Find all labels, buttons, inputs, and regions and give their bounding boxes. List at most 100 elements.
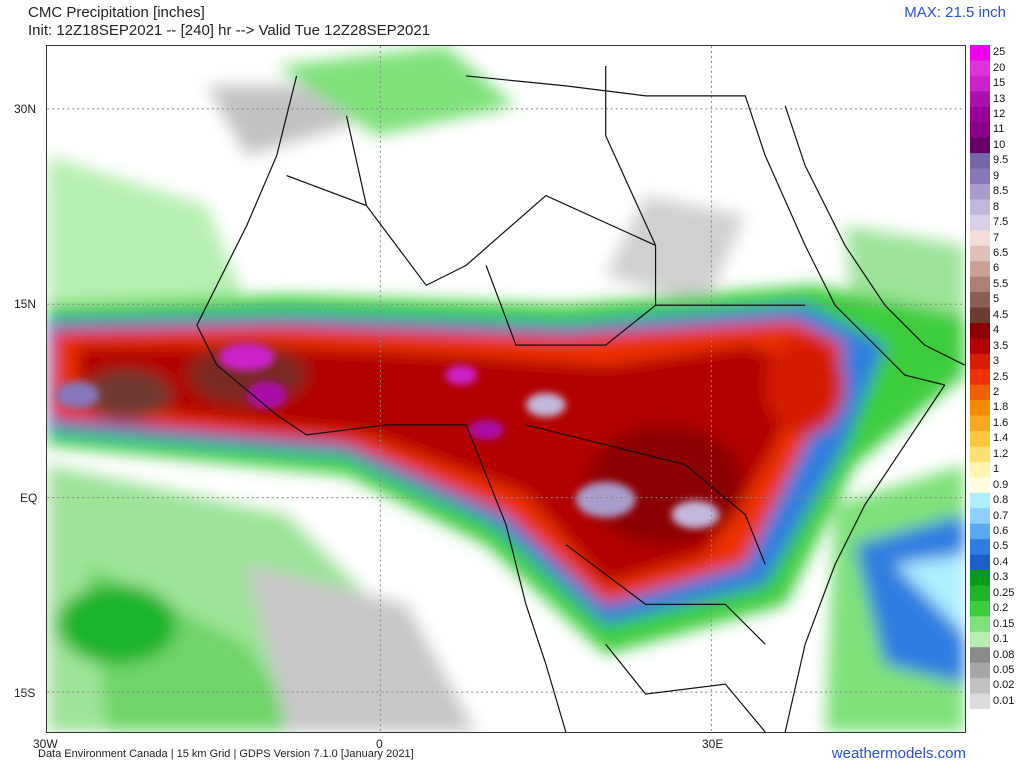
legend-level-label: 0.5 bbox=[993, 540, 1009, 553]
data-credit: Data Environment Canada | 15 km Grid | G… bbox=[38, 748, 414, 760]
precip-legend bbox=[970, 45, 990, 709]
legend-level-label: 10 bbox=[993, 138, 1006, 151]
legend-swatch bbox=[970, 600, 990, 617]
legend-level-label: 0.9 bbox=[993, 478, 1009, 491]
legend-level-label: 25 bbox=[993, 46, 1006, 59]
legend-level-label: 0.02 bbox=[993, 679, 1015, 692]
legend-swatch bbox=[970, 75, 990, 92]
legend-level-label: 0.1 bbox=[993, 633, 1009, 645]
legend-level-label: 0.6 bbox=[993, 524, 1009, 537]
legend-level-label: 7 bbox=[993, 231, 1000, 244]
legend-swatch bbox=[970, 168, 990, 185]
legend-level-label: 8.5 bbox=[993, 185, 1009, 198]
legend-level-label: 2.5 bbox=[993, 370, 1009, 383]
legend-swatch bbox=[970, 199, 990, 216]
legend-swatch bbox=[970, 137, 990, 154]
legend-swatch bbox=[970, 230, 990, 247]
legend-level-label: 1.4 bbox=[993, 432, 1009, 445]
legend-swatch bbox=[970, 91, 990, 108]
legend-swatch bbox=[970, 461, 990, 478]
legend-level-label: 1.2 bbox=[993, 447, 1009, 460]
legend-swatch bbox=[970, 400, 990, 417]
legend-level-label: 9.5 bbox=[993, 154, 1009, 167]
legend-level-label: 2 bbox=[993, 385, 1000, 398]
legend-swatch bbox=[970, 678, 990, 695]
precip-hotspots bbox=[55, 343, 720, 529]
legend-level-label: 3.5 bbox=[993, 339, 1009, 352]
legend-level-label: 6.5 bbox=[993, 247, 1009, 259]
legend-swatch bbox=[970, 369, 990, 386]
legend-swatch bbox=[970, 338, 990, 355]
legend-level-label: 3 bbox=[993, 355, 1000, 368]
legend-swatch bbox=[970, 384, 990, 401]
legend-swatch bbox=[970, 616, 990, 633]
legend-level-label: 4 bbox=[993, 324, 1000, 337]
precipitation-map bbox=[46, 45, 966, 733]
legend-swatch bbox=[970, 292, 990, 309]
title-block: CMC Precipitation [inches] Init: 12Z18SE… bbox=[28, 4, 430, 40]
legend-level-label: 0.8 bbox=[993, 494, 1009, 506]
lat-label-15n: 15N bbox=[14, 297, 37, 311]
legend-level-label: 11 bbox=[993, 123, 1005, 136]
legend-swatch bbox=[970, 322, 990, 339]
legend-swatch bbox=[970, 508, 990, 525]
legend-swatch bbox=[970, 45, 990, 61]
legend-level-label: 1 bbox=[993, 463, 1000, 476]
legend-swatch bbox=[970, 276, 990, 293]
legend-level-label: 5 bbox=[993, 293, 1000, 306]
legend-swatch bbox=[970, 431, 990, 447]
legend-level-label: 20 bbox=[993, 61, 1006, 74]
legend-swatch bbox=[970, 477, 990, 494]
lon-label-0: 0 bbox=[376, 737, 383, 751]
lat-label-15s: 15S bbox=[14, 686, 36, 700]
legend-level-label: 0.01 bbox=[993, 694, 1015, 707]
legend-level-label: 0.15 bbox=[993, 617, 1015, 630]
legend-level-label: 1.8 bbox=[993, 401, 1009, 414]
legend-level-label: 6 bbox=[993, 262, 1000, 275]
title-line-1: CMC Precipitation [inches] bbox=[28, 4, 205, 21]
legend-level-label: 13 bbox=[993, 92, 1006, 105]
legend-level-label: 0.7 bbox=[993, 509, 1009, 522]
lat-label-30n: 30N bbox=[14, 102, 37, 116]
legend-level-label: 8 bbox=[993, 200, 1000, 213]
lat-label-eq: EQ bbox=[20, 491, 38, 505]
legend-swatch bbox=[970, 245, 990, 262]
legend-level-label: 0.08 bbox=[993, 648, 1015, 661]
legend-swatch bbox=[970, 122, 990, 139]
legend-level-label: 0.2 bbox=[993, 602, 1009, 615]
legend-swatch bbox=[970, 585, 990, 602]
legend-level-label: 1.6 bbox=[993, 416, 1009, 429]
legend-swatch bbox=[970, 492, 990, 509]
legend-swatch bbox=[970, 261, 990, 278]
precip-field bbox=[47, 46, 965, 732]
title-line-2: Init: 12Z18SEP2021 -- [240] hr --> Valid… bbox=[28, 22, 431, 39]
lon-label-30w: 30W bbox=[33, 737, 58, 751]
legend-swatch bbox=[970, 631, 990, 648]
legend-swatch bbox=[970, 693, 990, 709]
legend-level-label: 7.5 bbox=[993, 216, 1009, 229]
legend-swatch bbox=[970, 415, 990, 432]
legend-level-label: 15 bbox=[993, 77, 1006, 90]
brand-link[interactable]: weathermodels.com bbox=[831, 745, 966, 762]
max-precip-label: MAX: 21.5 inch bbox=[904, 4, 1006, 21]
legend-swatch bbox=[970, 662, 990, 679]
legend-swatch bbox=[970, 214, 990, 231]
legend-level-label: 4.5 bbox=[993, 308, 1009, 321]
legend-swatch bbox=[970, 60, 990, 77]
legend-level-label: 12 bbox=[993, 108, 1006, 120]
legend-swatch bbox=[970, 539, 990, 556]
legend-swatch bbox=[970, 446, 990, 463]
coastlines bbox=[196, 65, 965, 732]
graticule bbox=[47, 46, 965, 732]
legend-swatch bbox=[970, 307, 990, 324]
legend-swatch bbox=[970, 647, 990, 664]
legend-swatch bbox=[970, 106, 990, 123]
legend-level-label: 0.3 bbox=[993, 571, 1009, 584]
legend-swatch bbox=[970, 153, 990, 170]
legend-level-label: 0.05 bbox=[993, 663, 1015, 676]
legend-level-label: 9 bbox=[993, 169, 1000, 182]
lon-label-30e: 30E bbox=[702, 737, 724, 751]
legend-swatch bbox=[970, 554, 990, 571]
legend-swatch bbox=[970, 570, 990, 586]
legend-level-label: 5.5 bbox=[993, 277, 1009, 290]
